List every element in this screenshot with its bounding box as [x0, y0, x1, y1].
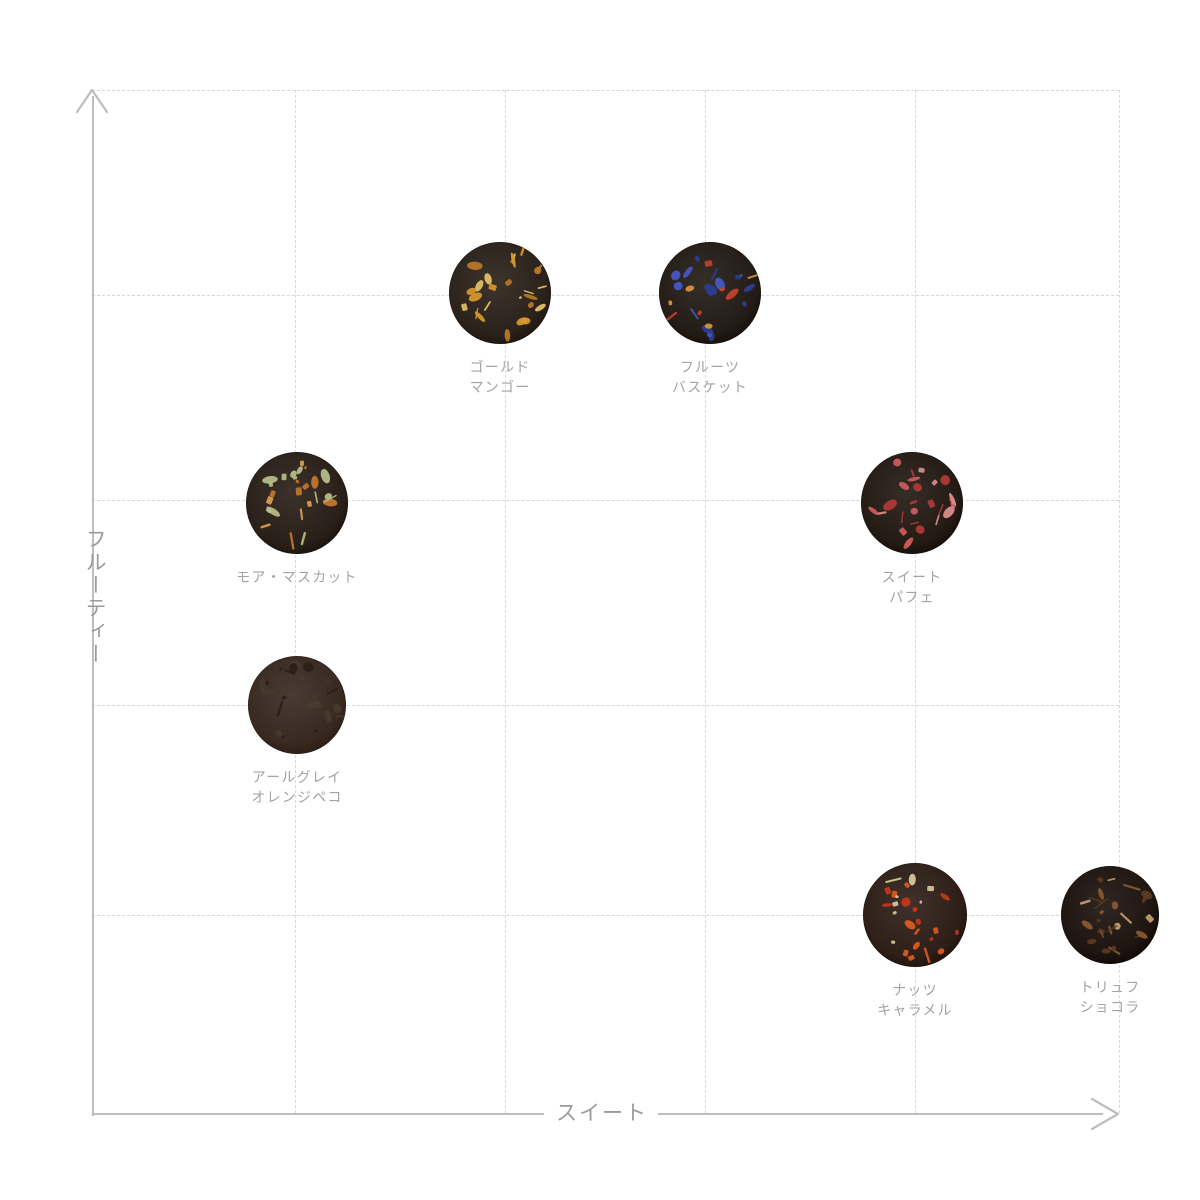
x-axis-title: スイート: [556, 1102, 648, 1125]
tea-leaves-image-fruits-basket: [658, 241, 762, 345]
data-point-label-earl-grey-orange-pekoe: アールグレイ オレンジペコ: [251, 769, 343, 806]
data-point-earl-grey-orange-pekoe[interactable]: アールグレイ オレンジペコ: [247, 655, 347, 805]
tea-leaves-image-more-muscat: [245, 451, 349, 555]
gridline-vertical-4: [1119, 90, 1120, 1113]
data-point-label-fruits-basket: フルーツ バスケット: [672, 359, 748, 396]
x-axis-line-left: [92, 1113, 544, 1115]
gridline-horizontal-4: [92, 915, 1119, 916]
tea-leaves-image-earl-grey-orange-pekoe: [247, 655, 347, 755]
data-point-truffle-chocolat[interactable]: トリュフ ショコラ: [1060, 865, 1160, 1015]
data-point-label-more-muscat: モア・マスカット: [236, 569, 358, 585]
x-axis-line-right: [658, 1113, 1103, 1115]
gridline-horizontal-0: [92, 90, 1119, 91]
data-point-more-muscat[interactable]: モア・マスカット: [236, 451, 357, 585]
tea-leaves-image-gold-mango: [448, 241, 552, 345]
data-point-fruits-basket[interactable]: フルーツ バスケット: [658, 241, 762, 395]
data-point-gold-mango[interactable]: ゴールド マンゴー: [448, 241, 552, 395]
gridline-vertical-3: [915, 90, 916, 1113]
y-axis-title: フルーティー: [83, 528, 106, 666]
data-point-sweet-parfait[interactable]: スイート パフェ: [860, 451, 964, 605]
gridline-horizontal-1: [92, 295, 1119, 296]
tea-leaves-image-truffle-chocolat: [1060, 865, 1160, 965]
tea-leaves-image-nuts-caramel: [862, 862, 968, 968]
data-point-label-sweet-parfait: スイート パフェ: [881, 569, 943, 606]
tea-leaves-image-sweet-parfait: [860, 451, 964, 555]
data-point-label-truffle-chocolat: トリュフ ショコラ: [1079, 979, 1141, 1016]
x-axis-arrow-icon: [1090, 1097, 1122, 1131]
gridline-vertical-2: [705, 90, 706, 1113]
data-point-label-gold-mango: ゴールド マンゴー: [469, 359, 531, 396]
gridline-horizontal-3: [92, 705, 1119, 706]
gridline-vertical-1: [505, 90, 506, 1113]
gridline-horizontal-2: [92, 500, 1119, 501]
gridline-vertical-0: [295, 90, 296, 1113]
y-axis-arrow-icon: [75, 88, 109, 114]
data-point-nuts-caramel[interactable]: ナッツ キャラメル: [862, 862, 968, 1018]
y-axis-line: [92, 96, 94, 1116]
data-point-label-nuts-caramel: ナッツ キャラメル: [877, 982, 953, 1019]
